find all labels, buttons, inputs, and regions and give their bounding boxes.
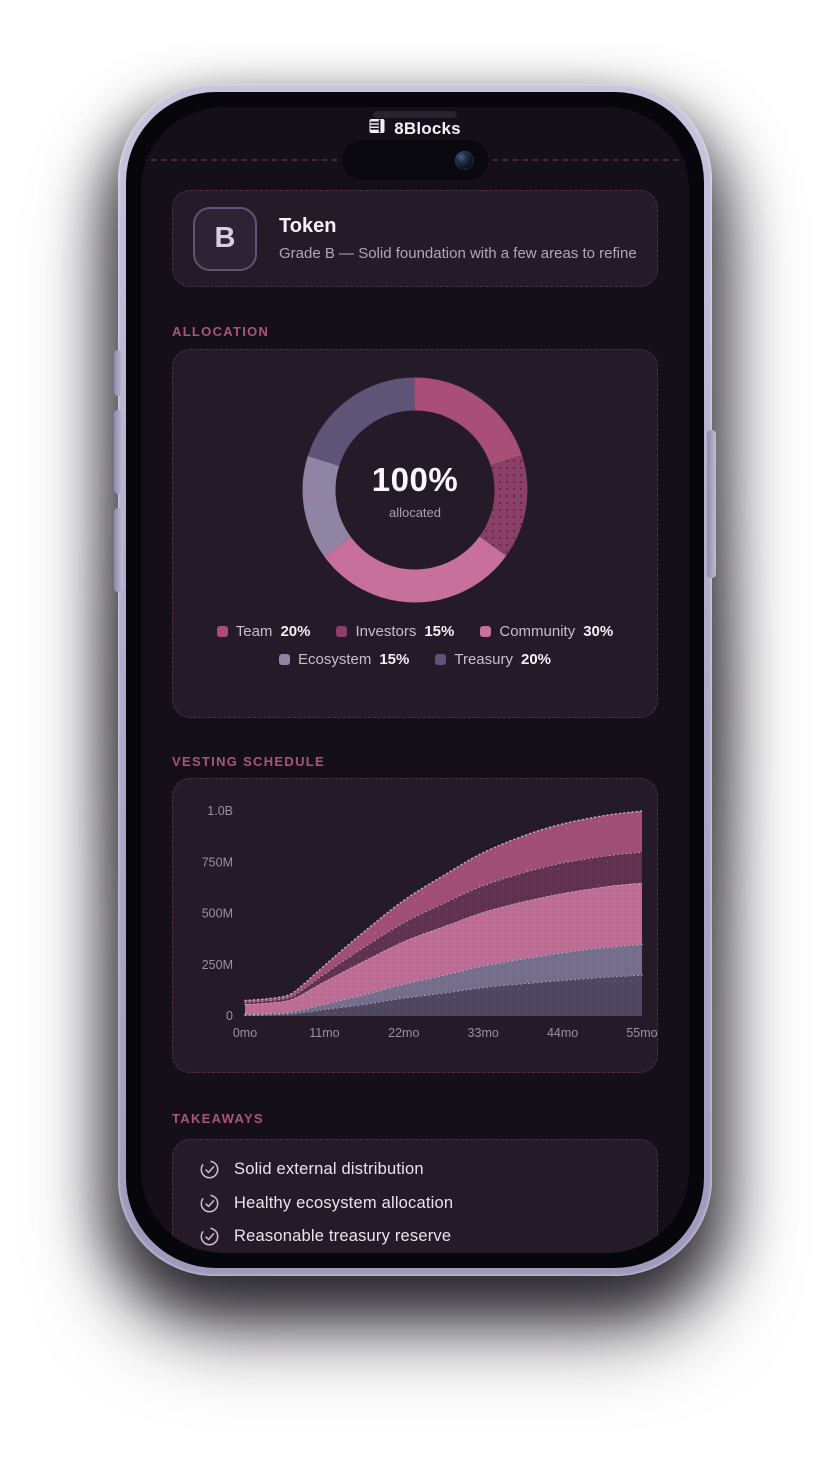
y-axis-tick: 750M: [202, 855, 233, 869]
y-axis-tick: 500M: [202, 907, 233, 921]
legend-label: Investors: [355, 623, 417, 640]
legend-swatch: [480, 626, 492, 637]
donut-slice-community: [302, 377, 528, 603]
blocks-logo-icon: [369, 118, 385, 139]
takeaway-item: Reasonable treasury reserve: [199, 1226, 631, 1247]
legend-label: Team: [235, 623, 273, 640]
vesting-card: 0 250M 500M 750M 1.0B 0mo 11mo 22mo 33mo 44mo 55mo: [172, 778, 658, 1073]
front-camera-icon: [455, 150, 474, 170]
y-axis-tick: 0: [226, 1009, 233, 1023]
check-circle-icon: [199, 1159, 220, 1180]
legend-item-team[interactable]: Team 20%: [216, 623, 311, 640]
legend-percent: 20%: [280, 623, 311, 640]
phone-bezel: 8Blocks B Token Grade B — Solid foundati…: [126, 92, 704, 1268]
takeaways-card: Solid external distribution Healthy ecos…: [172, 1139, 658, 1253]
donut-slice-treasury: [302, 377, 528, 603]
legend-item-investors[interactable]: Investors 15%: [336, 623, 454, 640]
x-axis-tick: 33mo: [468, 1026, 499, 1040]
legend-item-treasury[interactable]: Treasury 20%: [435, 651, 551, 668]
dynamic-island: [342, 140, 488, 180]
legend-percent: 20%: [520, 651, 552, 668]
takeaway-item: Solid external distribution: [199, 1159, 631, 1180]
grade-badge: B: [193, 206, 257, 271]
legend-percent: 15%: [379, 651, 410, 668]
token-card-text: Token Grade B — Solid foundation with a …: [279, 215, 637, 262]
x-axis-tick: 22mo: [388, 1026, 419, 1040]
legend-swatch: [336, 626, 348, 637]
legend-percent: 15%: [424, 623, 455, 640]
speaker-grille: [373, 111, 457, 118]
legend-swatch: [278, 654, 290, 665]
power-button[interactable]: [707, 430, 716, 578]
y-axis-tick: 250M: [202, 958, 233, 972]
legend-swatch: [216, 626, 228, 637]
x-axis-tick: 55mo: [626, 1026, 657, 1040]
takeaway-text: Solid external distribution: [234, 1160, 424, 1178]
phone-frame: 8Blocks B Token Grade B — Solid foundati…: [114, 84, 716, 1276]
token-summary-card: B Token Grade B — Solid foundation with …: [172, 190, 658, 287]
allocation-legend: Team 20% Investors 15% Community 30%: [200, 623, 630, 668]
legend-item-community[interactable]: Community 30%: [480, 623, 613, 640]
check-circle-icon: [199, 1226, 220, 1247]
legend-label: Treasury: [454, 651, 513, 668]
takeaways-section-label: TAKEAWAYS: [172, 1111, 264, 1126]
app-title: 8Blocks: [394, 118, 461, 138]
legend-swatch: [435, 654, 447, 665]
legend-item-ecosystem[interactable]: Ecosystem 15%: [278, 651, 410, 668]
legend-label: Ecosystem: [297, 651, 372, 668]
allocation-card: 100% allocated Team 20% Investors: [172, 349, 658, 718]
takeaway-text: Reasonable treasury reserve: [234, 1227, 452, 1245]
legend-label: Community: [499, 623, 576, 640]
takeaway-item: Healthy ecosystem allocation: [199, 1193, 631, 1214]
x-axis-tick: 44mo: [547, 1026, 578, 1040]
donut-slice-investors: [302, 377, 528, 603]
x-axis-tick: 11mo: [309, 1026, 339, 1040]
legend-percent: 30%: [583, 623, 614, 640]
screen-content: B Token Grade B — Solid foundation with …: [141, 190, 689, 1253]
y-axis-tick: 1.0B: [207, 804, 233, 818]
area-dot-texture: [245, 811, 642, 1016]
volume-up-button[interactable]: [114, 410, 123, 494]
check-circle-icon: [199, 1193, 220, 1214]
phone-screen: 8Blocks B Token Grade B — Solid foundati…: [141, 107, 689, 1253]
x-axis-tick: 0mo: [233, 1026, 257, 1040]
vesting-section-label: VESTING SCHEDULE: [172, 754, 325, 769]
donut-slice-ecosystem: [302, 377, 528, 603]
donut-svg: [302, 377, 528, 603]
status-bar: 8Blocks: [141, 107, 689, 190]
vesting-chart-svg: 0 250M 500M 750M 1.0B 0mo 11mo 22mo 33mo 44mo 55mo: [202, 804, 658, 1040]
app-header: 8Blocks: [141, 118, 689, 139]
mute-switch[interactable]: [114, 350, 123, 396]
allocation-donut-chart: 100% allocated: [302, 377, 528, 608]
token-title: Token: [279, 215, 337, 237]
allocation-section-label: ALLOCATION: [172, 324, 270, 339]
token-grade-subtitle: Grade B — Solid foundation with a few ar…: [279, 245, 637, 262]
volume-down-button[interactable]: [114, 508, 123, 592]
takeaway-text: Healthy ecosystem allocation: [234, 1193, 454, 1212]
